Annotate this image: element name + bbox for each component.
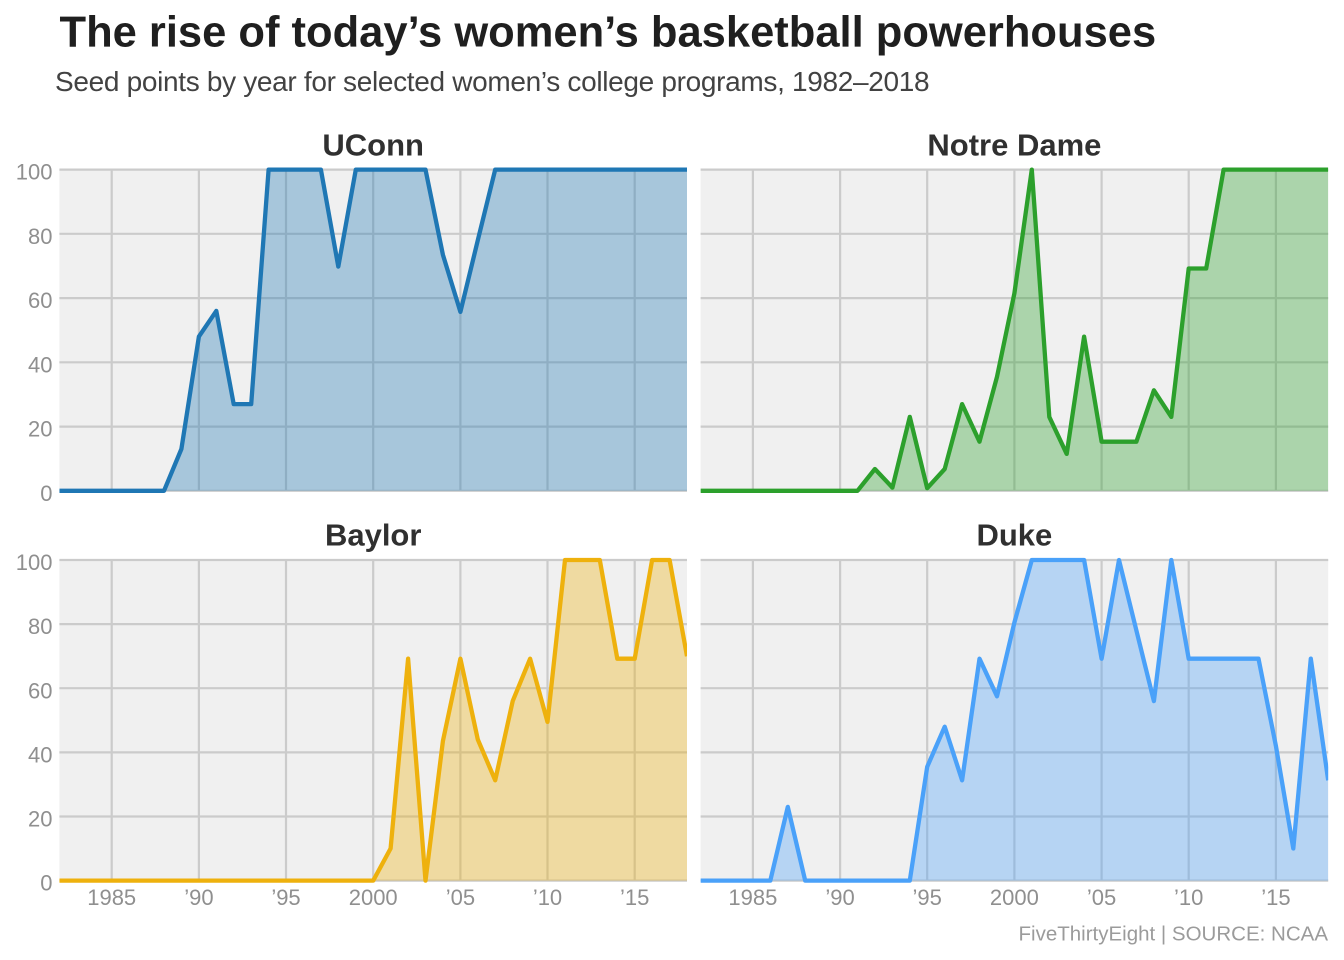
svg-text:Duke: Duke: [976, 517, 1052, 552]
svg-text:100: 100: [16, 550, 53, 575]
svg-text:1985: 1985: [87, 885, 136, 910]
svg-text:20: 20: [28, 417, 52, 442]
svg-text:’90: ’90: [825, 885, 854, 910]
svg-text:UConn: UConn: [322, 128, 424, 163]
svg-text:40: 40: [28, 352, 52, 377]
svg-text:’10: ’10: [1174, 885, 1203, 910]
svg-text:Notre Dame: Notre Dame: [927, 128, 1101, 163]
svg-text:’05: ’05: [1087, 885, 1116, 910]
svg-text:60: 60: [28, 678, 52, 703]
svg-text:2000: 2000: [349, 885, 398, 910]
svg-text:’10: ’10: [533, 885, 562, 910]
svg-text:The rise of today’s women’s ba: The rise of today’s women’s basketball p…: [60, 9, 1157, 57]
svg-text:FiveThirtyEight | SOURCE: NCAA: FiveThirtyEight | SOURCE: NCAA: [1019, 922, 1329, 945]
svg-text:’90: ’90: [184, 885, 213, 910]
svg-text:’95: ’95: [913, 885, 942, 910]
svg-text:0: 0: [40, 871, 52, 896]
svg-text:0: 0: [40, 481, 52, 506]
svg-text:2000: 2000: [990, 885, 1039, 910]
svg-text:80: 80: [28, 224, 52, 249]
svg-text:’15: ’15: [1261, 885, 1290, 910]
svg-text:40: 40: [28, 743, 52, 768]
svg-text:’15: ’15: [620, 885, 649, 910]
svg-text:Baylor: Baylor: [325, 517, 421, 552]
svg-text:60: 60: [28, 288, 52, 313]
svg-text:’95: ’95: [271, 885, 300, 910]
svg-text:1985: 1985: [728, 885, 777, 910]
svg-text:20: 20: [28, 807, 52, 832]
svg-text:100: 100: [16, 160, 53, 185]
svg-text:Seed points by year for select: Seed points by year for selected women’s…: [55, 66, 929, 97]
svg-text:80: 80: [28, 614, 52, 639]
svg-text:’05: ’05: [446, 885, 475, 910]
